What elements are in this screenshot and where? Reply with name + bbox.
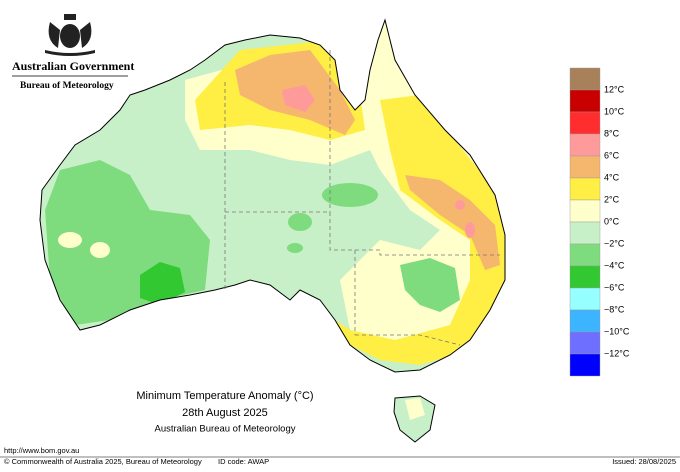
legend-label: −12°C (604, 348, 630, 358)
legend-label: 4°C (604, 172, 620, 182)
map-source: Australian Bureau of Meteorology (155, 424, 296, 435)
legend-swatch (569, 133, 601, 157)
legend-label: 6°C (604, 150, 620, 160)
legend-swatch (569, 199, 601, 223)
footer-issued: Issued: 28/08/2025 (612, 457, 676, 466)
legend-label: −6°C (604, 282, 625, 292)
legend-label: 2°C (604, 194, 620, 204)
map-title: Minimum Temperature Anomaly (°C) (136, 390, 313, 402)
footer-copyright: © Commonwealth of Australia 2025, Bureau… (4, 457, 202, 466)
legend-label: 0°C (604, 216, 620, 226)
legend-swatch (569, 221, 601, 245)
legend-swatch (569, 67, 601, 91)
legend-label: 12°C (604, 84, 625, 94)
legend-label: −4°C (604, 260, 625, 270)
legend-swatch (569, 265, 601, 289)
legend-swatch (569, 331, 601, 355)
legend-swatch (569, 111, 601, 135)
legend-swatch (569, 177, 601, 201)
legend-swatch (569, 309, 601, 333)
legend-label: −2°C (604, 238, 625, 248)
map-date: 28th August 2025 (182, 407, 268, 419)
legend-swatch (569, 89, 601, 113)
coat-of-arms (45, 14, 95, 56)
agency-name: Bureau of Meteorology (20, 81, 114, 91)
legend-swatch (569, 353, 601, 377)
legend-label: −8°C (604, 304, 625, 314)
footer-id: ID code: AWAP (218, 457, 269, 466)
legend-swatch (569, 243, 601, 267)
org-name: Australian Government (12, 59, 134, 73)
footer-url: http://www.bom.gov.au (4, 446, 79, 455)
legend-swatch (569, 155, 601, 179)
legend: 12°C 10°C 8°C 6°C 4°C 2°C 0°C −2°C −4°C −6°C −8°C −… (569, 67, 630, 377)
legend-label: 10°C (604, 106, 625, 116)
map (39, 19, 506, 443)
legend-swatch (569, 287, 601, 311)
legend-label: −10°C (604, 326, 630, 336)
legend-label: 8°C (604, 128, 620, 138)
